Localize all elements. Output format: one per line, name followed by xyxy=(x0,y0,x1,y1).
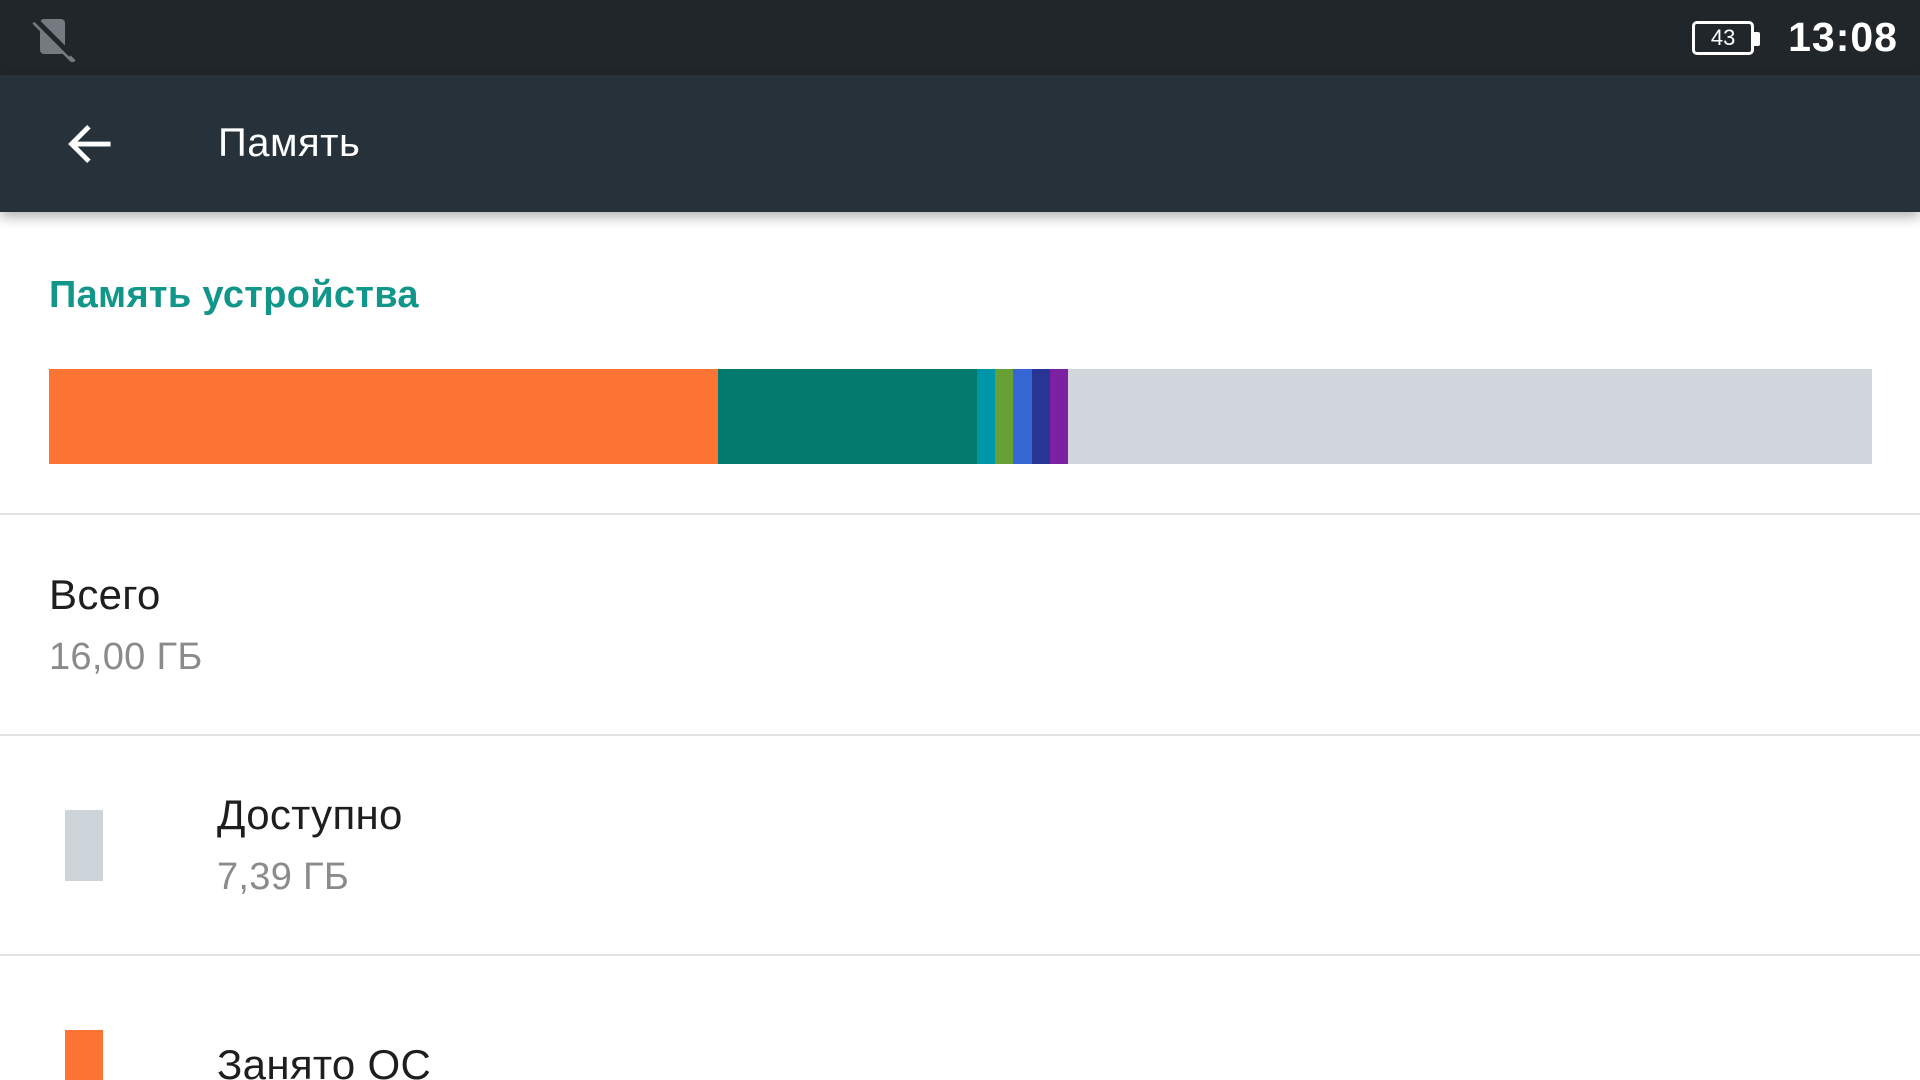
divider xyxy=(0,734,1920,736)
back-button[interactable] xyxy=(62,116,118,172)
green-segment xyxy=(995,369,1014,464)
os-used-color-swatch xyxy=(65,1029,103,1080)
available-value: 7,39 ГБ xyxy=(217,856,350,898)
indigo-segment xyxy=(1032,369,1050,464)
available-segment xyxy=(1068,369,1872,464)
app-bar: Память xyxy=(0,75,1920,212)
os-used-label: Занято ОС xyxy=(217,1041,432,1080)
list-item-total: Всего 16,00 ГБ xyxy=(0,515,1920,734)
available-color-swatch xyxy=(65,809,103,881)
storage-settings-content: Память устройства Всего 16,00 ГБ Доступн… xyxy=(0,274,1920,1080)
section-header-device-memory: Память устройства xyxy=(49,274,419,316)
available-label: Доступно xyxy=(217,791,403,838)
purple-segment xyxy=(1049,369,1068,464)
back-arrow-icon xyxy=(68,124,111,163)
total-label: Всего xyxy=(49,571,161,618)
divider xyxy=(0,513,1920,515)
storage-usage-bar xyxy=(49,369,1872,464)
status-bar: 43 13:08 xyxy=(0,0,1920,75)
blue-segment xyxy=(1013,369,1033,464)
os-used-segment xyxy=(49,369,719,464)
total-value: 16,00 ГБ xyxy=(49,636,203,678)
no-sim-icon xyxy=(29,13,76,62)
page-title: Память xyxy=(218,121,361,165)
status-clock: 13:08 xyxy=(1788,14,1898,60)
divider xyxy=(0,954,1920,956)
battery-icon: 43 xyxy=(1692,20,1761,55)
list-item-os-used: Занято ОС xyxy=(0,956,1920,1080)
cyan-segment xyxy=(976,369,996,464)
list-item-available: Доступно 7,39 ГБ xyxy=(0,736,1920,954)
battery-percent: 43 xyxy=(1710,24,1736,50)
teal-segment xyxy=(718,369,977,464)
